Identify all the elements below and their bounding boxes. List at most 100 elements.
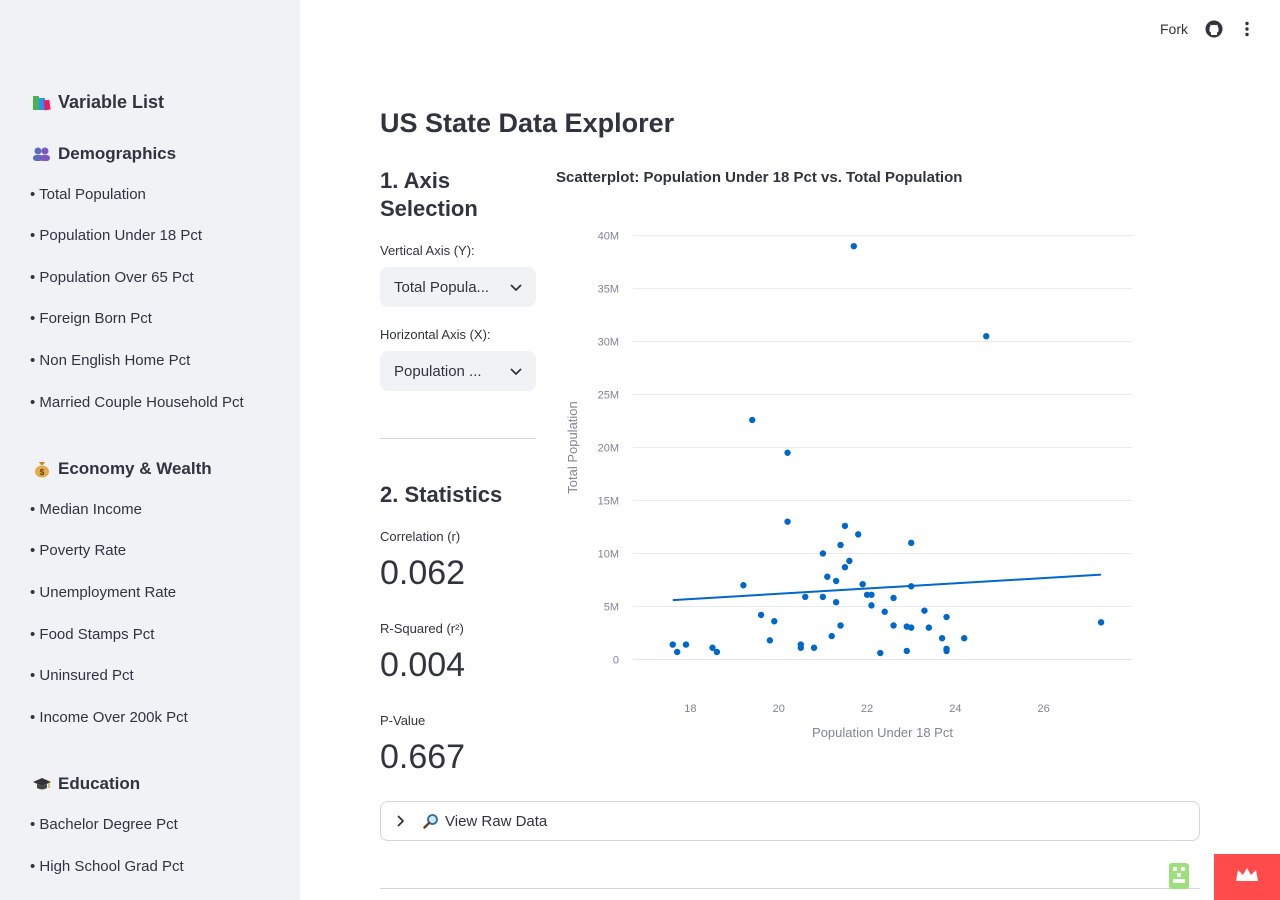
data-point	[749, 416, 756, 424]
y-axis-select-value: Total Popula...	[394, 278, 490, 296]
sidebar-item: • Poverty Rate	[30, 542, 127, 559]
y-tick-label: 40M	[598, 231, 619, 243]
x-axis-label: Horizontal Axis (X):	[380, 327, 491, 342]
app-avatar-icon[interactable]	[1165, 861, 1193, 896]
data-point	[740, 582, 747, 589]
data-point	[850, 242, 857, 250]
chevron-down-icon	[510, 279, 522, 296]
data-point	[802, 593, 809, 601]
y-axis-label: Vertical Axis (Y):	[380, 243, 475, 258]
section-economy: $ Economy & Wealth	[32, 459, 212, 479]
data-point	[855, 531, 862, 538]
sidebar-item: • Food Stamps Pct	[30, 626, 155, 643]
data-point	[713, 648, 721, 656]
sidebar-item: • Income Over 200k Pct	[30, 709, 188, 726]
r2-value: 0.004	[380, 646, 466, 684]
data-point	[682, 641, 690, 648]
corr-label: Correlation (r)	[380, 529, 461, 544]
sidebar-title-text: Variable List	[58, 92, 165, 112]
y-axis-title: Total Population	[565, 401, 580, 494]
magnifier-icon	[423, 813, 439, 829]
data-point	[859, 580, 866, 588]
x-tick-label: 20	[773, 703, 785, 715]
scatter-chart[interactable]: 0 5M 10M 15M 20M 25M 30M 35M 40M 18 20 22 24 26 Popula…	[556, 200, 1156, 760]
stats-section-title: 2. Statistics	[380, 482, 503, 507]
fork-button[interactable]: Fork	[1160, 21, 1188, 37]
data-point	[837, 622, 844, 629]
y-tick-label: 30M	[598, 337, 619, 349]
page-title: US State Data Explorer	[380, 108, 675, 138]
data-point	[784, 449, 791, 456]
data-point	[766, 637, 774, 644]
section-title: Economy & Wealth	[58, 459, 212, 478]
sidebar-item: • Population Over 65 Pct	[30, 269, 194, 286]
data-point	[837, 541, 844, 549]
p-label: P-Value	[380, 713, 426, 728]
section-demographics: Demographics	[32, 144, 176, 164]
axis-section-title: 1. Axis Selection	[380, 168, 478, 221]
books-icon	[32, 94, 52, 112]
people-icon	[32, 145, 52, 163]
data-point	[828, 632, 835, 640]
sidebar-item: • Population Under 18 Pct	[30, 227, 203, 244]
x-axis-title: Population Under 18 Pct	[812, 725, 953, 740]
section-title: Demographics	[58, 144, 177, 163]
y-tick-label: 10M	[598, 548, 619, 560]
data-point	[669, 641, 676, 648]
data-point	[797, 644, 805, 651]
data-point	[846, 557, 853, 565]
chevron-down-icon	[510, 363, 522, 380]
data-point	[868, 602, 875, 609]
raw-data-expander[interactable]: View Raw Data	[380, 801, 1200, 841]
bottom-divider	[380, 888, 1200, 889]
data-point	[841, 522, 849, 530]
data-point	[890, 594, 897, 602]
svg-text:$: $	[40, 468, 45, 477]
trendline	[672, 573, 1102, 602]
data-point	[921, 607, 928, 614]
y-tick-label: 25M	[598, 390, 619, 402]
streamlit-badge[interactable]	[1214, 854, 1280, 900]
sidebar-item: • High School Grad Pct	[30, 858, 184, 875]
y-axis-select[interactable]: Total Popula...	[380, 267, 536, 307]
crown-icon	[1234, 867, 1260, 888]
sidebar-title: Variable List	[32, 92, 164, 113]
data-point	[943, 613, 950, 621]
y-tick-label: 35M	[598, 284, 619, 296]
data-point	[960, 635, 968, 642]
data-point	[925, 624, 933, 631]
y-tick-label: 15M	[598, 495, 619, 507]
data-point	[784, 518, 791, 525]
data-point	[757, 611, 765, 619]
data-point	[709, 644, 716, 651]
x-tick-label: 18	[684, 703, 696, 715]
data-point	[943, 647, 950, 655]
data-point	[908, 539, 915, 547]
data-point	[832, 598, 840, 606]
data-point	[983, 333, 990, 340]
expander-label: View Raw Data	[445, 812, 548, 830]
chevron-right-icon	[397, 815, 411, 827]
more-menu-icon[interactable]	[1238, 20, 1256, 38]
data-point	[868, 591, 875, 598]
x-axis-select[interactable]: Population ...	[380, 351, 536, 391]
data-point	[1097, 619, 1105, 626]
data-point	[903, 647, 910, 655]
corr-value: 0.062	[380, 554, 466, 592]
x-tick-label: 26	[1038, 703, 1050, 715]
data-point	[863, 591, 871, 598]
data-point	[824, 573, 831, 580]
data-point	[771, 618, 778, 625]
data-point	[908, 624, 915, 631]
data-point	[832, 577, 840, 585]
data-point	[841, 564, 849, 571]
graduation-cap-icon	[32, 775, 52, 793]
github-icon[interactable]	[1205, 20, 1223, 43]
sidebar-item: • Foreign Born Pct	[30, 310, 152, 327]
data-point	[877, 649, 884, 657]
p-value: 0.667	[380, 738, 466, 776]
money-bag-icon: $	[32, 460, 52, 478]
r2-label: R-Squared (r²)	[380, 621, 464, 636]
sidebar-item: • Bachelor Degree Pct	[30, 816, 178, 833]
divider	[380, 438, 536, 439]
